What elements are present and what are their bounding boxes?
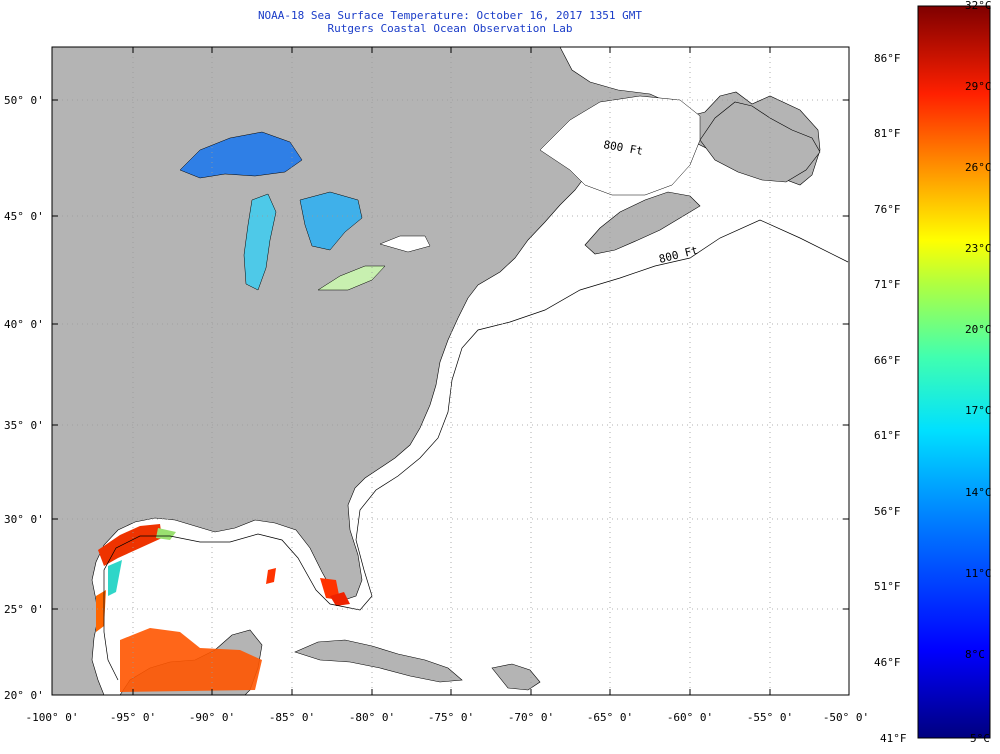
- lake-erie: [317, 265, 386, 291]
- cb-f-71: 71°F: [874, 278, 901, 291]
- axis-ticks: [52, 47, 849, 695]
- lon-label-80: -80° 0': [349, 711, 395, 724]
- lon-label-90: -90° 0': [189, 711, 235, 724]
- cb-c-8: 8°C: [965, 648, 985, 661]
- cb-c-29: 29°C: [965, 80, 992, 93]
- map-subtitle: Rutgers Coastal Ocean Observation Lab: [327, 22, 573, 35]
- cb-f-51: 51°F: [874, 580, 901, 593]
- lat-label-25: 25° 0': [4, 603, 44, 616]
- cb-c-23: 23°C: [965, 242, 992, 255]
- lon-label-60: -60° 0': [667, 711, 713, 724]
- map-area: 800 Ft 800 Ft: [52, 47, 849, 695]
- lon-label-85: -85° 0': [269, 711, 315, 724]
- gulf-st-lawrence: [539, 95, 701, 196]
- lake-ontario: [379, 235, 431, 253]
- cb-c-32: 32°C: [965, 0, 992, 12]
- sst-gulf-cool: [108, 528, 176, 596]
- lon-label-95: -95° 0': [110, 711, 156, 724]
- lat-label-30: 30° 0': [4, 513, 44, 526]
- lon-label-100: -100° 0': [26, 711, 79, 724]
- land-cuba: [294, 639, 463, 683]
- cb-c-26: 26°C: [965, 161, 992, 174]
- cb-c-17: 17°C: [965, 404, 992, 417]
- lon-label-55: -55° 0': [747, 711, 793, 724]
- land-nova-scotia: [584, 191, 701, 255]
- cb-f-41: 41°F: [880, 732, 907, 745]
- cb-f-86: 86°F: [874, 52, 901, 65]
- cb-f-81: 81°F: [874, 127, 901, 140]
- lon-label-70: -70° 0': [508, 711, 554, 724]
- cb-c-5: 5°C: [970, 732, 990, 745]
- cb-f-66: 66°F: [874, 354, 901, 367]
- lat-label-35: 35° 0': [4, 419, 44, 432]
- lat-label-40: 40° 0': [4, 318, 44, 331]
- lat-label-20: 20° 0': [4, 689, 44, 702]
- lat-lon-grid: [52, 47, 849, 695]
- colorbar: [917, 5, 991, 739]
- lat-label-45: 45° 0': [4, 210, 44, 223]
- sst-gulf-warm: [96, 524, 350, 692]
- cb-f-46: 46°F: [874, 656, 901, 669]
- lake-superior: [179, 131, 303, 179]
- lon-label-65: -65° 0': [587, 711, 633, 724]
- cb-f-61: 61°F: [874, 429, 901, 442]
- cb-f-76: 76°F: [874, 203, 901, 216]
- lon-label-75: -75° 0': [428, 711, 474, 724]
- cb-c-14: 14°C: [965, 486, 992, 499]
- cb-c-11: 11°C: [965, 567, 992, 580]
- land-north-america: [52, 47, 821, 695]
- isobath-800ft: [103, 219, 849, 681]
- lake-huron: [299, 191, 363, 251]
- map-title: NOAA-18 Sea Surface Temperature: October…: [257, 9, 643, 22]
- lat-label-50: 50° 0': [4, 94, 44, 107]
- land-newfoundland: [699, 101, 821, 183]
- cb-f-56: 56°F: [874, 505, 901, 518]
- cb-c-20: 20°C: [965, 323, 992, 336]
- lon-label-50: -50° 0': [823, 711, 869, 724]
- lake-michigan: [243, 193, 277, 291]
- land-hispaniola: [491, 663, 541, 691]
